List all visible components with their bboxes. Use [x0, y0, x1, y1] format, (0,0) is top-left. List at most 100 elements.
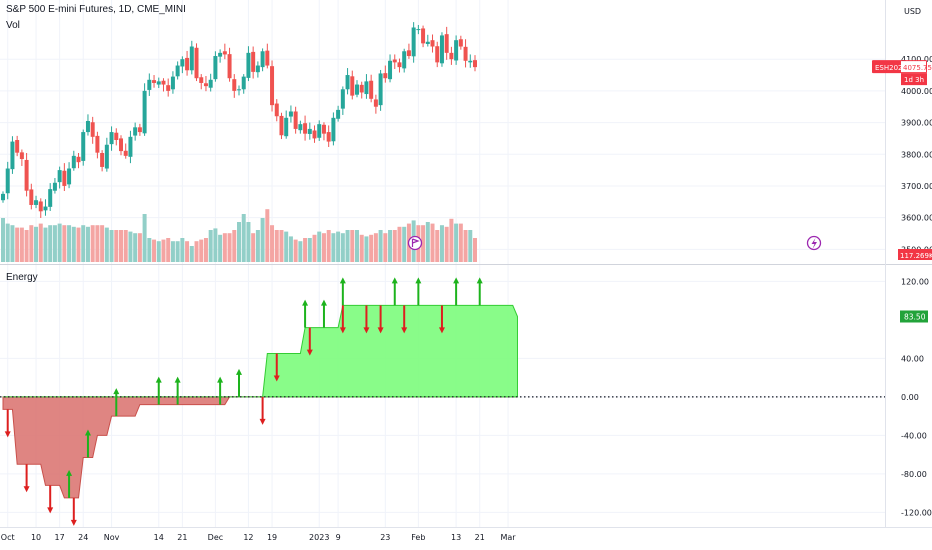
- time-axis-tick: Oct: [1, 533, 15, 542]
- candle-body: [468, 60, 473, 63]
- candle-body: [199, 77, 204, 83]
- candle-body: [123, 150, 128, 156]
- volume-badge-value: 117.269K: [900, 252, 932, 260]
- candle-body: [67, 168, 72, 185]
- volume-bar: [359, 234, 364, 262]
- volume-badge: [898, 249, 932, 260]
- price-axis-tick: 3700.00: [901, 182, 932, 191]
- candle-body: [444, 34, 449, 53]
- volume-bar: [85, 226, 90, 262]
- energy-up-arrowhead: [320, 299, 327, 306]
- symbol-title[interactable]: S&P 500 E-mini Futures, 1D, CME_MINI: [6, 4, 186, 15]
- volume-bar: [128, 231, 133, 262]
- time-axis-tick: 13: [451, 533, 461, 542]
- energy-pane-label[interactable]: Energy: [6, 272, 38, 283]
- candle-body: [142, 90, 147, 134]
- candle-body: [326, 132, 331, 142]
- candle-body: [237, 89, 241, 91]
- candle-body: [265, 50, 270, 66]
- flag-icon[interactable]: [407, 235, 423, 251]
- volume-bar: [24, 230, 29, 262]
- candle-body: [152, 80, 157, 83]
- volume-bar: [369, 234, 374, 262]
- candle-body: [274, 103, 279, 117]
- volume-bar: [194, 241, 199, 262]
- energy-down-arrowhead: [273, 375, 280, 382]
- energy-down-arrowhead: [363, 327, 370, 334]
- candle-body: [85, 120, 90, 133]
- candle-body: [95, 135, 100, 153]
- energy-axis-tick: -80.00: [901, 470, 927, 479]
- candle-body: [435, 46, 440, 63]
- volume-bar: [270, 225, 275, 262]
- candle-body: [203, 83, 208, 87]
- candle-body: [213, 56, 218, 80]
- volume-bar: [114, 230, 119, 262]
- volume-bar: [95, 225, 100, 262]
- energy-up-arrowhead: [66, 469, 73, 476]
- volume-bar: [355, 230, 359, 262]
- candle-body: [364, 81, 369, 95]
- volume-bar: [180, 238, 185, 262]
- candle-body: [166, 85, 171, 91]
- candle-body: [321, 124, 326, 134]
- candle-body: [369, 80, 374, 99]
- volume-bar: [274, 230, 279, 262]
- volume-bar: [425, 222, 430, 262]
- volume-bar: [444, 226, 449, 262]
- lightning-icon-glyph: [811, 238, 817, 249]
- energy-down-arrowhead: [70, 519, 77, 526]
- candle-body: [180, 59, 185, 67]
- candle-body: [24, 159, 29, 191]
- price-badge-value: 4075.75: [903, 64, 932, 72]
- volume-bar: [260, 218, 265, 262]
- energy-up-arrowhead: [174, 376, 181, 383]
- volume-bar: [185, 241, 190, 262]
- volume-bar: [237, 222, 241, 262]
- volume-bar: [19, 227, 24, 262]
- candle-body: [170, 76, 175, 90]
- time-axis-tick: 21: [177, 533, 187, 542]
- volume-label[interactable]: Vol: [6, 20, 20, 31]
- volume-bar: [133, 233, 138, 262]
- candle-body: [227, 54, 232, 79]
- candle-body: [1, 193, 5, 201]
- volume-bar: [364, 236, 369, 262]
- candle-body: [331, 117, 336, 142]
- candle-body: [43, 206, 48, 211]
- volume-bar: [161, 239, 166, 262]
- volume-bar: [402, 226, 407, 262]
- energy-down-arrowhead: [438, 327, 445, 334]
- candle-body: [340, 89, 345, 109]
- time-axis-tick: 19: [267, 533, 277, 542]
- candle-body: [402, 51, 407, 69]
- candle-body: [34, 200, 39, 205]
- energy-down-arrowhead: [259, 418, 266, 425]
- price-axis-tick: 3800.00: [901, 150, 932, 159]
- candle-body: [298, 124, 303, 131]
- volume-bar: [293, 239, 298, 262]
- volume-bar: [439, 225, 444, 262]
- volume-bar: [331, 233, 336, 262]
- candle-body: [76, 156, 81, 163]
- currency-label: USD: [904, 7, 921, 16]
- volume-bar: [397, 226, 402, 262]
- candle-body: [241, 76, 246, 90]
- energy-down-arrowhead: [377, 327, 384, 334]
- price-axis-tick: 4100.00: [901, 55, 932, 64]
- volume-bar: [156, 241, 161, 262]
- candle-body: [161, 80, 166, 85]
- volume-bar: [317, 231, 322, 262]
- volume-bar: [208, 230, 213, 262]
- lightning-icon[interactable]: [806, 235, 822, 251]
- candle-body: [48, 189, 53, 207]
- volume-bar: [43, 227, 48, 262]
- volume-bar: [218, 234, 223, 262]
- volume-bar: [373, 233, 378, 262]
- price-badge-symbol: ESH2023: [875, 64, 907, 72]
- energy-up-arrowhead: [476, 277, 483, 284]
- candle-body: [71, 155, 76, 169]
- candle-body: [345, 75, 350, 90]
- candle-body: [90, 122, 95, 137]
